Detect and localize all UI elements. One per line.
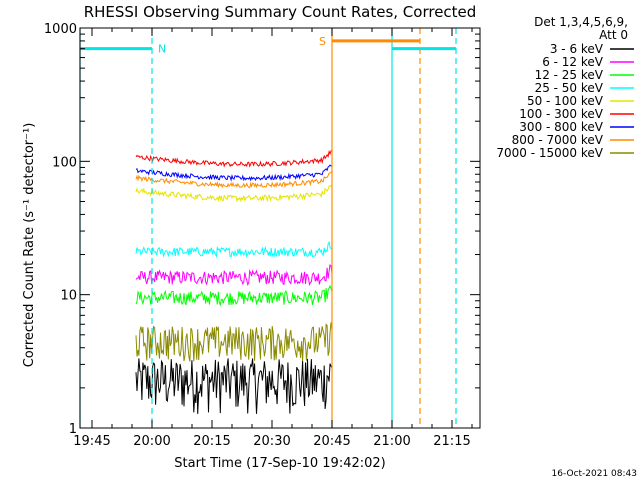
plot-frame [79, 27, 481, 429]
x-axis-label: Start Time (17-Sep-10 19:42:02) [174, 456, 385, 471]
legend-entry-label: 7000 - 15000 keV [496, 146, 603, 160]
legend-title-line: Det 1,3,4,5,6,9, [534, 15, 628, 29]
x-tick-label: 20:15 [193, 434, 230, 449]
legend-entry-label: 300 - 800 keV [519, 120, 603, 134]
legend-entry-label: 800 - 7000 keV [512, 133, 604, 147]
x-tick-label: 21:00 [373, 434, 410, 449]
series-line [135, 240, 333, 259]
legend-entry-label: 12 - 25 keV [535, 68, 604, 82]
series-line [135, 149, 333, 168]
series-line [135, 322, 333, 362]
y-tick-label: 10 [60, 289, 77, 304]
x-tick-label: 20:45 [313, 434, 350, 449]
series-line [135, 170, 333, 189]
series-line [135, 184, 333, 203]
legend-entry-label: 50 - 100 keV [527, 94, 604, 108]
axes-layer: 19:45 20:00 20:15 20:30 20:45 21:00 21:15 1 10 10… [44, 22, 480, 449]
series-line [135, 164, 332, 182]
series-layer [135, 149, 333, 414]
legend-title: Det 1,3,4,5,6,9,Att 0 [534, 15, 628, 42]
legend-entry-label: 6 - 12 keV [542, 55, 604, 69]
legend-entry-label: 3 - 6 keV [550, 42, 604, 56]
legend-entry-label: 100 - 300 keV [519, 107, 603, 121]
x-tick-label: 21:15 [433, 434, 470, 449]
y-tick-label: 100 [52, 155, 77, 170]
legend-title-line: Att 0 [599, 28, 628, 42]
x-tick-label: 20:30 [253, 434, 290, 449]
timestamp: 16-Oct-2021 08:43 [552, 469, 637, 479]
y-tick-label: 1000 [44, 22, 77, 37]
y-tick-label: 1 [69, 422, 77, 437]
series-line [135, 358, 333, 414]
plot-area: NS 19:45 20:00 20:15 20:30 20:45 21:00 21:1511… [44, 22, 481, 449]
x-tick-label: 20:00 [133, 434, 170, 449]
night-bar-label: N [158, 43, 166, 56]
annotation-layer: NS [79, 28, 457, 428]
chart-title: RHESSI Observing Summary Count Rates, Co… [84, 3, 477, 21]
legend-entry-label: 25 - 50 keV [535, 81, 604, 95]
x-tick-label: 19:45 [73, 434, 110, 449]
series-line [135, 284, 333, 307]
series-line [135, 264, 333, 287]
saa-bar-label: S [319, 35, 326, 48]
y-axis-label: Corrected Count Rate (s⁻¹ detector⁻¹) [22, 123, 37, 368]
